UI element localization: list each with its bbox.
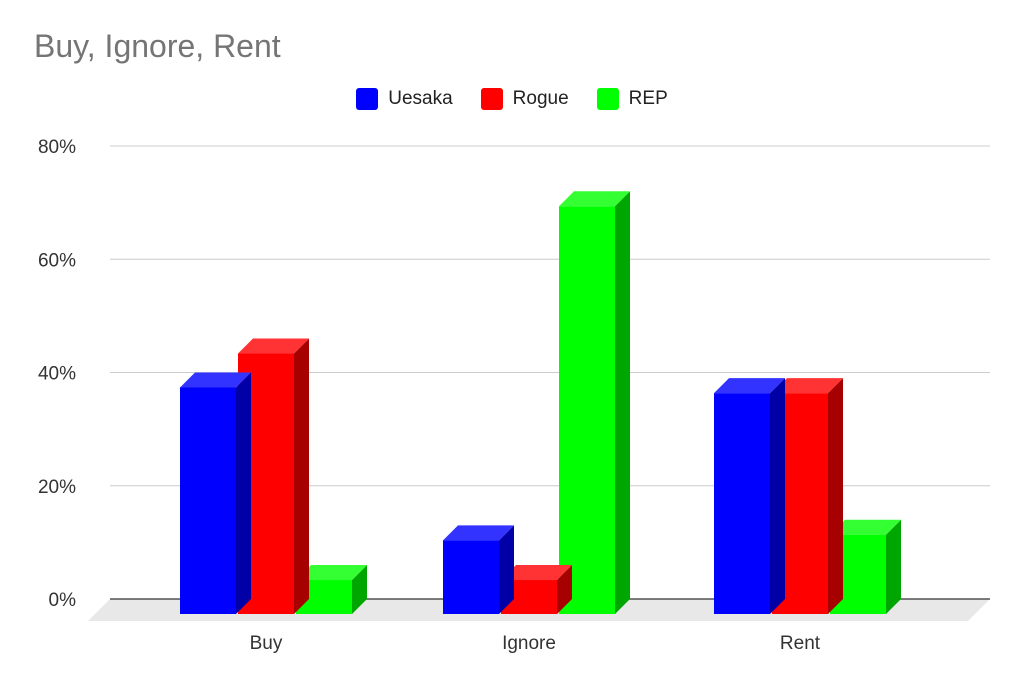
bar-side-face: [770, 378, 785, 614]
bar-top-face: [714, 378, 785, 394]
bar-top-face: [443, 525, 514, 541]
bar-side-face: [294, 338, 309, 614]
bar-side-face: [886, 519, 901, 614]
bar-side-face: [352, 565, 367, 614]
bar-top-face: [559, 191, 630, 207]
bar-top-face: [180, 372, 251, 388]
bar-top-face: [772, 378, 843, 394]
legend-swatch-rogue: [480, 88, 503, 110]
bar-front-face: [180, 387, 236, 614]
legend-label-rogue: Rogue: [512, 88, 569, 109]
legend-item-uesaka: Uesaka: [356, 88, 453, 110]
y-tick-label: 80%: [38, 137, 76, 158]
legend-swatch-rep: [596, 88, 619, 110]
y-tick-label: 60%: [38, 250, 76, 271]
bar-side-face: [828, 378, 843, 614]
bar-top-face: [830, 519, 901, 535]
bar-top-face: [238, 338, 309, 354]
legend-item-rep: REP: [596, 88, 668, 110]
x-tick-label-ignore: Ignore: [502, 633, 556, 654]
bar-side-face: [615, 191, 630, 615]
legend-label-uesaka: Uesaka: [388, 88, 453, 109]
x-tick-label-buy: Buy: [250, 633, 283, 654]
y-tick-label: 20%: [38, 477, 76, 498]
legend: Uesaka Rogue REP: [0, 88, 1024, 110]
bar-rep-ignore: [559, 191, 630, 615]
bar-front-face: [443, 540, 499, 614]
legend-label-rep: REP: [628, 88, 668, 109]
y-tick-label: 0%: [49, 590, 77, 611]
chart-title: Buy, Ignore, Rent: [34, 28, 281, 64]
bar-side-face: [236, 372, 251, 614]
bar-uesaka-buy: [180, 372, 251, 614]
bar-top-face: [501, 565, 572, 581]
legend-item-rogue: Rogue: [480, 88, 569, 110]
y-tick-label: 40%: [38, 364, 76, 385]
bar-side-face: [499, 525, 514, 614]
bar-side-face: [557, 565, 572, 614]
x-tick-label-rent: Rent: [780, 633, 821, 654]
bar-uesaka-rent: [714, 378, 785, 614]
bar-uesaka-ignore: [443, 525, 514, 614]
bar-front-face: [714, 393, 770, 614]
bar-front-face: [559, 206, 615, 615]
legend-swatch-uesaka: [356, 88, 379, 110]
bar-top-face: [296, 565, 367, 581]
